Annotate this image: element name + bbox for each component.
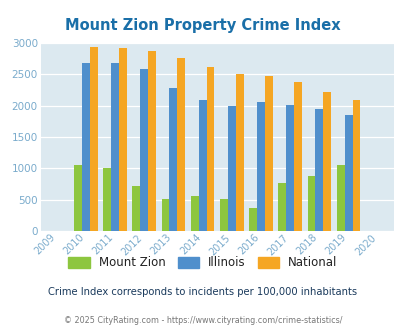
- Bar: [336, 165, 344, 231]
- Bar: [82, 63, 90, 231]
- Bar: [256, 102, 264, 231]
- Bar: [220, 199, 227, 231]
- Bar: [286, 105, 293, 231]
- Bar: [198, 100, 206, 231]
- Bar: [148, 51, 156, 231]
- Bar: [140, 69, 148, 231]
- Bar: [227, 106, 235, 231]
- Bar: [278, 183, 286, 231]
- Bar: [293, 82, 301, 231]
- Bar: [315, 109, 322, 231]
- Bar: [344, 115, 352, 231]
- Text: Mount Zion Property Crime Index: Mount Zion Property Crime Index: [65, 18, 340, 33]
- Bar: [322, 92, 330, 231]
- Bar: [169, 88, 177, 231]
- Bar: [74, 165, 82, 231]
- Bar: [249, 208, 256, 231]
- Bar: [103, 168, 111, 231]
- Bar: [90, 47, 98, 231]
- Legend: Mount Zion, Illinois, National: Mount Zion, Illinois, National: [64, 252, 341, 274]
- Bar: [177, 58, 185, 231]
- Bar: [132, 185, 140, 231]
- Bar: [190, 196, 198, 231]
- Bar: [235, 74, 243, 231]
- Bar: [206, 67, 214, 231]
- Bar: [161, 199, 169, 231]
- Bar: [111, 63, 119, 231]
- Bar: [119, 48, 126, 231]
- Bar: [264, 76, 272, 231]
- Text: Crime Index corresponds to incidents per 100,000 inhabitants: Crime Index corresponds to incidents per…: [48, 287, 357, 297]
- Text: © 2025 CityRating.com - https://www.cityrating.com/crime-statistics/: © 2025 CityRating.com - https://www.city…: [64, 315, 341, 325]
- Bar: [307, 177, 315, 231]
- Bar: [352, 100, 360, 231]
